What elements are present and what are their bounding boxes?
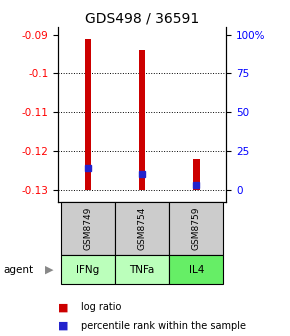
Text: log ratio: log ratio [81,302,122,312]
Bar [193,159,200,190]
Text: percentile rank within the sample: percentile rank within the sample [81,321,246,331]
FancyBboxPatch shape [169,202,224,255]
Text: IFNg: IFNg [76,265,99,275]
Text: IL4: IL4 [189,265,204,275]
Text: agent: agent [3,265,33,275]
Title: GDS498 / 36591: GDS498 / 36591 [85,12,199,26]
FancyBboxPatch shape [169,255,224,284]
Bar [139,50,145,190]
FancyBboxPatch shape [61,255,115,284]
Text: ■: ■ [58,302,68,312]
Bar [85,39,91,190]
Text: ■: ■ [58,321,68,331]
Text: GSM8749: GSM8749 [83,207,92,250]
FancyBboxPatch shape [115,202,169,255]
FancyBboxPatch shape [61,202,115,255]
FancyBboxPatch shape [115,255,169,284]
Text: GSM8759: GSM8759 [192,207,201,250]
Text: ▶: ▶ [45,265,53,275]
Text: GSM8754: GSM8754 [137,207,147,250]
Text: TNFa: TNFa [129,265,155,275]
